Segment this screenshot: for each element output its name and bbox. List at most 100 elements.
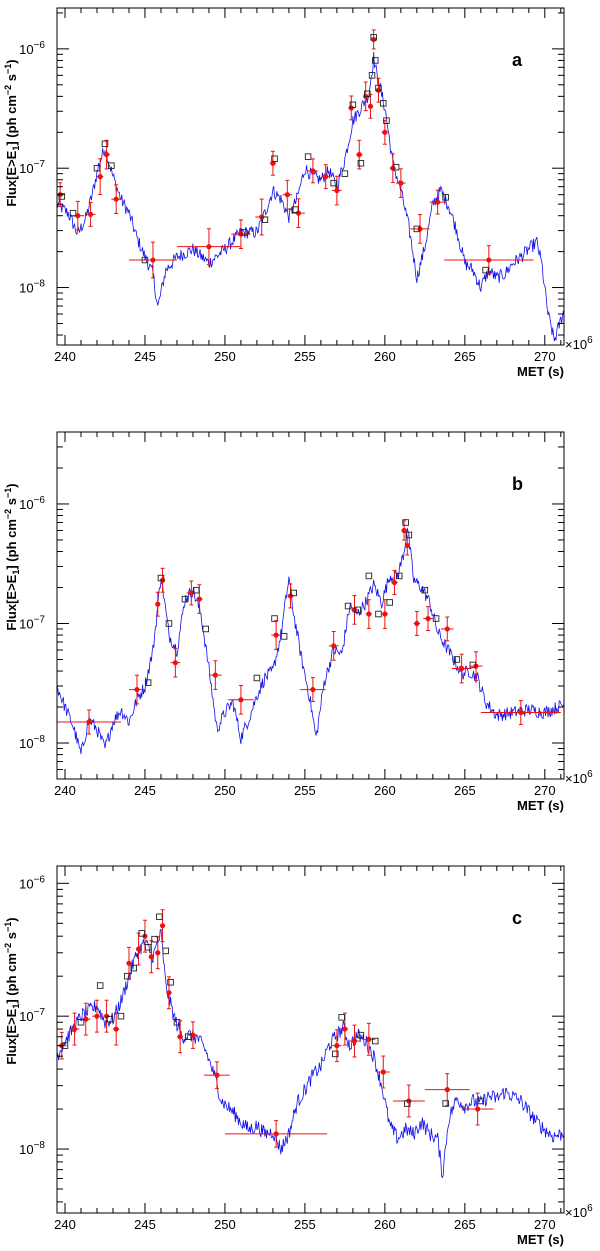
open-square-marker [144,679,152,686]
binned-flux-point [69,1012,80,1046]
flux-point-marker [190,1032,196,1038]
y-axis-label: Flux[E>E1] (ph cm−2 s−1) [3,917,21,1064]
binned-flux-point [208,660,222,690]
y-tick-exponent: −8 [34,734,46,745]
x-axis-multiplier: ×106 [565,335,593,352]
flux-point-marker [435,199,441,205]
y-tick-label: 10−6 [19,874,45,891]
flux-point-marker [475,1106,481,1112]
y-tick-label: 10−6 [19,40,45,57]
panel-b: 240 245 250 255 260 265 27010−810−710−6×106MET… [3,431,593,813]
y-tick-exponent: −6 [34,40,46,51]
x-tick-label: 250 [214,349,236,364]
flux-point-marker [398,180,404,186]
open-square-marker [77,1019,85,1026]
flux-point-marker [391,579,398,586]
y-tick-label: 10−6 [19,495,45,512]
y-axis-label: Flux[E>E1] (ph cm−2 s−1) [3,483,21,630]
y-tick-base: 10 [19,42,33,57]
y-label-text: ] (ph cm [4,519,19,570]
y-tick-label: 10−7 [19,159,45,176]
panel-label: a [512,50,523,70]
open-square-marker [156,913,163,921]
flux-point-marker [284,192,290,198]
open-square-marker [413,225,421,233]
open-square-marker [396,572,403,580]
open-square-marker [138,930,146,937]
open-square-marker [181,595,189,603]
flux-point-marker [155,950,161,956]
x-axis-label: MET (s) [517,364,564,379]
y-label-text: ) [4,917,19,921]
flux-point-marker [273,632,279,638]
flux-point-marker [310,168,316,174]
open-square-marker [157,574,165,582]
y-label-text: Flux[E>E [4,1008,19,1064]
x-tick-label: 265 [454,783,476,798]
x-multiplier-exponent: 6 [587,769,593,780]
binned-flux-point [155,591,161,617]
flux-point-marker [94,1013,100,1019]
x-tick-label: 245 [134,783,156,798]
open-square-marker [442,1100,449,1107]
flux-curve [57,928,564,1179]
open-square-marker [364,90,371,98]
x-tick-label: 260 [374,783,396,798]
flux-point-marker [134,686,140,693]
open-square-marker [290,589,297,597]
open-square-marker [482,266,489,274]
binned-flux-point [356,139,363,170]
flux-point-marker [159,577,166,583]
plot-frame [56,865,565,1214]
binned-flux-point [103,139,110,170]
flux-point-marker [238,697,244,703]
binned-flux-point [375,77,382,103]
open-square-marker [386,599,393,606]
binned-flux-point [186,580,197,606]
flux-point-marker [295,210,302,216]
open-square-marker [130,964,138,972]
binned-flux-point [413,611,421,636]
open-square-marker [469,661,477,669]
flux-point-marker [166,990,172,996]
flux-point-marker [382,129,388,135]
x-multiplier-base: ×10 [565,337,587,352]
flux-point-marker [401,527,407,534]
binned-flux-point [135,932,142,966]
open-square-marker [442,194,449,201]
flux-point-marker [103,152,110,158]
flux-point-marker [126,960,132,966]
y-tick-exponent: −7 [34,159,46,170]
y-tick-exponent: −6 [34,495,46,506]
x-tick-label: 255 [294,1217,316,1232]
y-label-subscript: 1 [11,1004,21,1009]
open-square-marker [101,140,109,148]
open-square-marker [368,72,376,79]
open-square-marker [271,615,278,622]
binned-flux-point [328,631,339,661]
open-square-marker [453,656,461,663]
binned-flux-point [128,674,145,705]
open-square-marker [365,572,373,580]
y-tick-label: 10−7 [19,614,45,631]
binned-flux-point [371,29,377,50]
y-tick-label: 10−8 [19,734,45,751]
open-square-marker [184,1033,192,1041]
flux-point-marker [150,257,156,263]
open-square-marker [69,209,77,217]
open-square-marker [292,206,299,213]
binned-flux-point [404,535,410,556]
panel-label: c [512,908,522,928]
binned-flux-point [176,1020,184,1054]
open-square-marker [392,163,400,171]
open-square-marker [354,606,361,614]
binned-flux-point [269,150,277,176]
binned-flux-point [480,700,561,725]
binned-flux-point [292,198,305,228]
y-label-superscript: −1 [3,64,13,74]
plot-frame [56,7,565,346]
y-tick-exponent: −8 [34,279,46,290]
binned-flux-point [71,200,85,231]
panel-data-area [57,29,564,342]
y-tick-exponent: −7 [34,1007,46,1018]
